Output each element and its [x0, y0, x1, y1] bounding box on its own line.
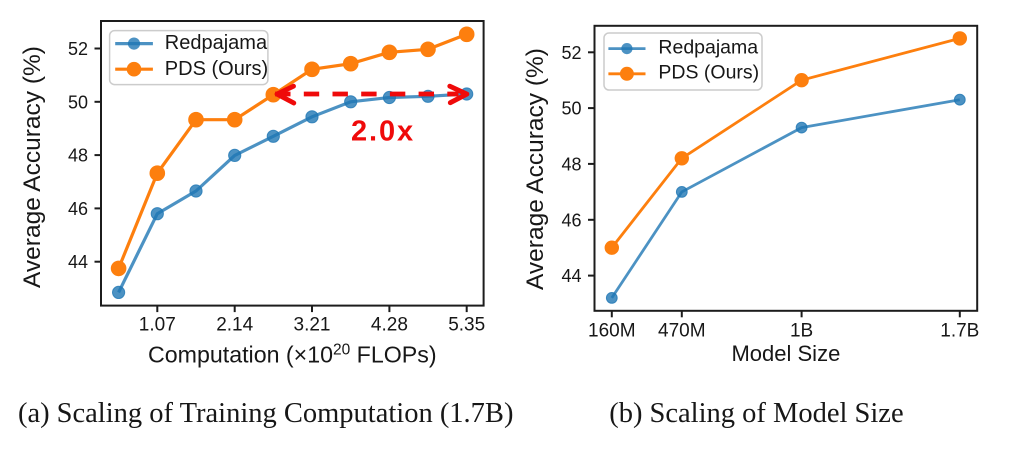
svg-text:Computation (×1020 FLOPs): Computation (×1020 FLOPs) [148, 342, 437, 368]
svg-text:Average Accuracy (%): Average Accuracy (%) [19, 46, 46, 288]
svg-text:Average Accuracy (%): Average Accuracy (%) [522, 48, 549, 290]
svg-text:50: 50 [68, 92, 88, 112]
svg-text:5.35: 5.35 [448, 315, 485, 336]
svg-text:52: 52 [561, 43, 581, 63]
svg-text:1B: 1B [790, 321, 813, 342]
svg-text:(b)Scaling of Model Size: (b) Scaling of Model Size [609, 398, 903, 429]
svg-text:Redpajama: Redpajama [658, 36, 758, 58]
svg-text:2.14: 2.14 [216, 315, 253, 336]
svg-text:1.07: 1.07 [139, 315, 176, 336]
svg-text:48: 48 [68, 146, 88, 166]
svg-text:46: 46 [561, 210, 581, 230]
svg-text:(a)Scaling of Training Computa: (a) Scaling of Training Computation (1.7B… [18, 398, 513, 429]
svg-text:44: 44 [68, 252, 88, 272]
svg-text:3.21: 3.21 [294, 315, 331, 336]
svg-text:160M: 160M [588, 321, 636, 342]
svg-text:PDS (Ours): PDS (Ours) [658, 62, 759, 84]
svg-text:Redpajama: Redpajama [165, 32, 268, 54]
svg-text:52: 52 [68, 39, 88, 59]
svg-text:Model Size: Model Size [731, 341, 840, 366]
svg-text:PDS (Ours): PDS (Ours) [165, 58, 268, 80]
svg-text:44: 44 [561, 266, 581, 286]
svg-text:48: 48 [561, 154, 581, 174]
svg-text:470M: 470M [658, 321, 706, 342]
svg-text:46: 46 [68, 199, 88, 219]
svg-text:4.28: 4.28 [371, 315, 408, 336]
svg-text:1.7B: 1.7B [940, 321, 979, 342]
svg-text:2.0x: 2.0x [351, 116, 415, 148]
svg-text:50: 50 [561, 99, 581, 119]
